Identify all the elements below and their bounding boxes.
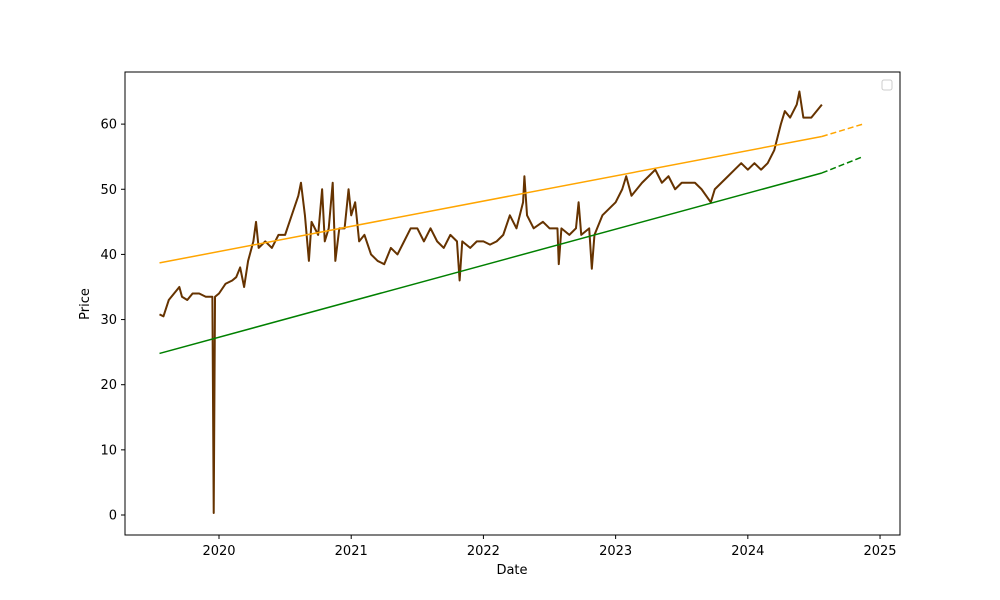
y-tick-label: 40 [100,248,117,263]
line-series [159,90,823,515]
line-series [821,123,864,138]
x-tick-label: 2020 [202,544,235,559]
y-tick-label: 10 [100,443,117,458]
y-axis-label: Price [78,288,93,320]
line-series [821,155,864,174]
x-tick-label: 2023 [599,544,632,559]
legend-box [881,79,893,91]
x-tick-label: 2024 [731,544,764,559]
line-series [159,135,823,264]
plot-frame [124,71,901,536]
line-series [159,172,823,355]
x-axis-label: Date [496,563,527,578]
y-tick-label: 50 [100,183,117,198]
y-tick-label: 0 [109,508,117,523]
x-tick-label: 2022 [467,544,500,559]
x-tick-label: 2025 [863,544,896,559]
x-tick-label: 2021 [335,544,368,559]
y-tick-label: 60 [100,118,117,133]
y-tick-label: 30 [100,313,117,328]
y-tick-label: 20 [100,378,117,393]
